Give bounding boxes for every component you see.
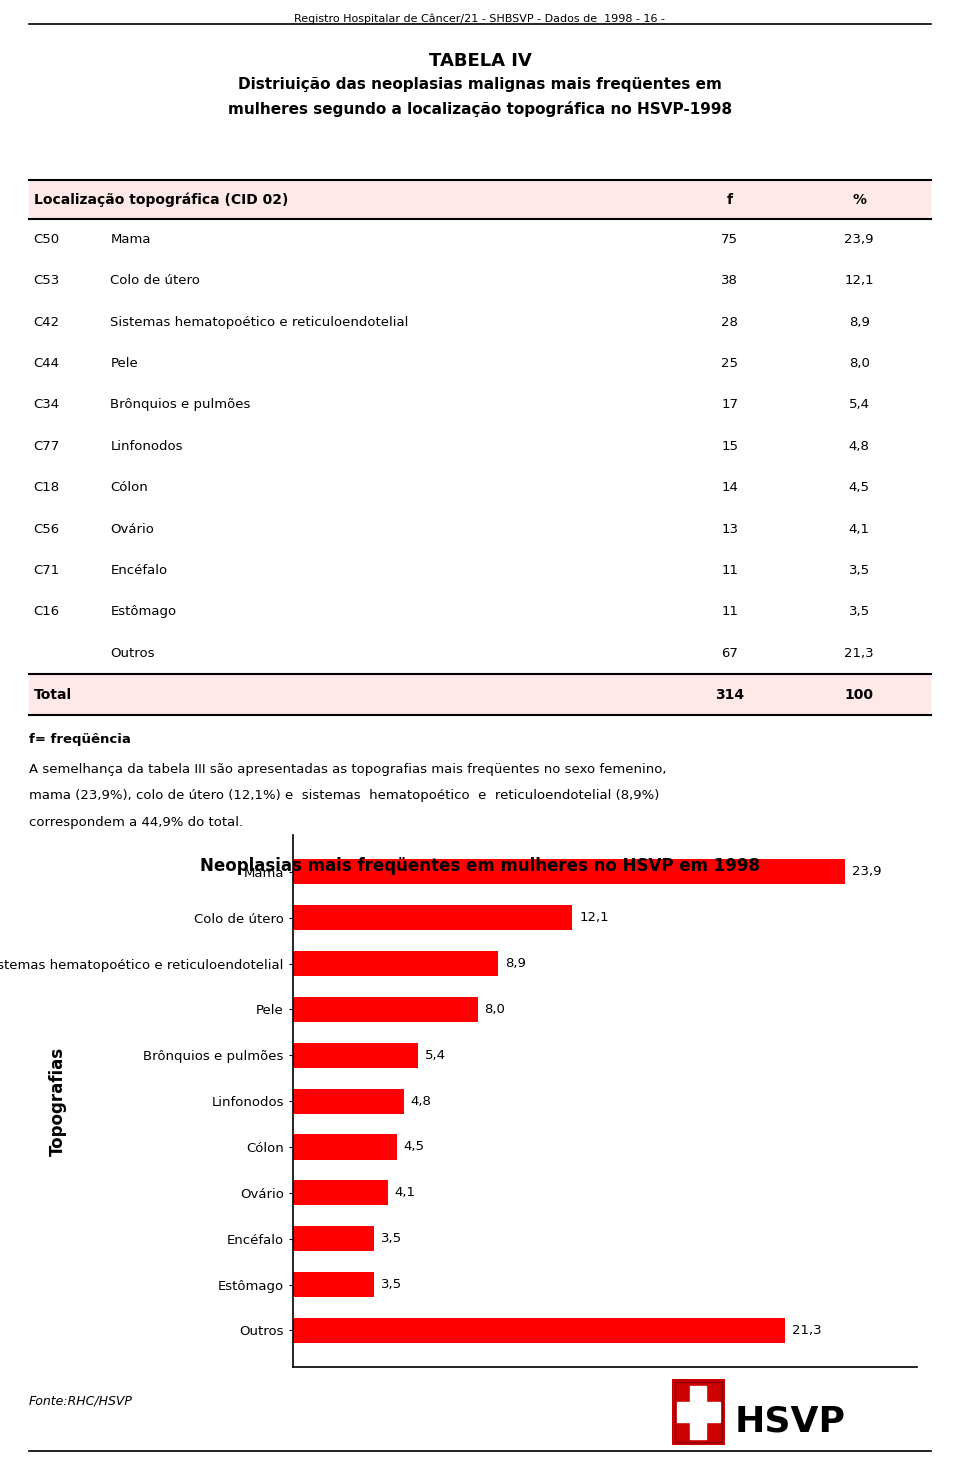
Bar bbox=[293, 1134, 396, 1160]
Text: 8,9: 8,9 bbox=[849, 316, 870, 328]
Text: 25: 25 bbox=[721, 358, 738, 370]
Text: %: % bbox=[852, 192, 866, 207]
Bar bbox=[293, 905, 572, 930]
Text: 21,3: 21,3 bbox=[792, 1324, 822, 1338]
Text: 67: 67 bbox=[721, 647, 738, 659]
Text: TABELA IV: TABELA IV bbox=[428, 52, 532, 69]
Text: 3,5: 3,5 bbox=[380, 1278, 401, 1290]
Text: 15: 15 bbox=[721, 440, 738, 452]
FancyBboxPatch shape bbox=[672, 1379, 725, 1445]
Text: HSVP: HSVP bbox=[734, 1404, 846, 1440]
Text: Encéfalo: Encéfalo bbox=[110, 565, 168, 576]
Text: f= freqüência: f= freqüência bbox=[29, 733, 131, 746]
Bar bbox=[293, 1227, 373, 1252]
Text: 8,0: 8,0 bbox=[849, 358, 870, 370]
Text: Colo de útero: Colo de útero bbox=[110, 275, 201, 287]
Text: 314: 314 bbox=[715, 687, 744, 702]
Bar bbox=[293, 950, 498, 975]
Text: 8,0: 8,0 bbox=[485, 1004, 506, 1015]
Text: Linfonodos: Linfonodos bbox=[110, 440, 183, 452]
Text: 3,5: 3,5 bbox=[380, 1233, 401, 1244]
Text: mulheres segundo a localização topográfica no HSVP-1998: mulheres segundo a localização topográfi… bbox=[228, 101, 732, 117]
Text: 3,5: 3,5 bbox=[849, 606, 870, 618]
Text: C34: C34 bbox=[34, 399, 60, 411]
Text: Fonte:RHC/HSVP: Fonte:RHC/HSVP bbox=[29, 1394, 132, 1407]
Text: C77: C77 bbox=[34, 440, 60, 452]
Text: 14: 14 bbox=[721, 482, 738, 494]
Bar bbox=[690, 1386, 707, 1440]
Text: Ovário: Ovário bbox=[110, 523, 155, 535]
Text: C42: C42 bbox=[34, 316, 60, 328]
Text: 12,1: 12,1 bbox=[845, 275, 874, 287]
Text: 75: 75 bbox=[721, 234, 738, 245]
Text: C71: C71 bbox=[34, 565, 60, 576]
Bar bbox=[293, 1181, 388, 1206]
Bar bbox=[293, 1273, 373, 1298]
Text: 38: 38 bbox=[721, 275, 738, 287]
Text: 3,5: 3,5 bbox=[849, 565, 870, 576]
Text: 21,3: 21,3 bbox=[845, 647, 874, 659]
Text: 4,8: 4,8 bbox=[849, 440, 870, 452]
Text: 28: 28 bbox=[721, 316, 738, 328]
Text: Outros: Outros bbox=[110, 647, 155, 659]
Text: C18: C18 bbox=[34, 482, 60, 494]
Bar bbox=[293, 1042, 418, 1069]
Text: Estômago: Estômago bbox=[110, 606, 177, 618]
Text: f: f bbox=[727, 192, 732, 207]
Text: Mama: Mama bbox=[110, 234, 151, 245]
Text: Pele: Pele bbox=[110, 358, 138, 370]
Text: 4,8: 4,8 bbox=[411, 1095, 432, 1107]
Text: 13: 13 bbox=[721, 523, 738, 535]
Text: 100: 100 bbox=[845, 687, 874, 702]
Bar bbox=[293, 996, 478, 1021]
Bar bbox=[678, 1403, 720, 1422]
Text: 17: 17 bbox=[721, 399, 738, 411]
Text: C44: C44 bbox=[34, 358, 60, 370]
Text: Cólon: Cólon bbox=[110, 482, 148, 494]
Text: C53: C53 bbox=[34, 275, 60, 287]
Text: Distriuição das neoplasias malignas mais freqüentes em: Distriuição das neoplasias malignas mais… bbox=[238, 77, 722, 92]
Text: 4,1: 4,1 bbox=[849, 523, 870, 535]
Text: C50: C50 bbox=[34, 234, 60, 245]
Text: Registro Hospitalar de Câncer/21 - SHBSVP - Dados de  1998 - 16 -: Registro Hospitalar de Câncer/21 - SHBSV… bbox=[295, 13, 665, 24]
Text: 4,5: 4,5 bbox=[849, 482, 870, 494]
Text: Topografias: Topografias bbox=[49, 1046, 66, 1156]
Bar bbox=[293, 859, 845, 884]
Text: C16: C16 bbox=[34, 606, 60, 618]
Bar bbox=[293, 1318, 785, 1344]
Text: 4,1: 4,1 bbox=[395, 1187, 416, 1199]
Text: 23,9: 23,9 bbox=[852, 865, 881, 878]
Text: 5,4: 5,4 bbox=[849, 399, 870, 411]
Text: 4,5: 4,5 bbox=[404, 1141, 424, 1153]
Text: Total: Total bbox=[34, 687, 72, 702]
Text: Neoplasias mais freqüentes em mulheres no HSVP em 1998: Neoplasias mais freqüentes em mulheres n… bbox=[200, 857, 760, 875]
Text: 11: 11 bbox=[721, 606, 738, 618]
Text: 12,1: 12,1 bbox=[580, 912, 609, 924]
Text: Brônquios e pulmões: Brônquios e pulmões bbox=[110, 399, 251, 411]
Text: A semelhança da tabela III são apresentadas as topografias mais freqüentes no se: A semelhança da tabela III são apresenta… bbox=[29, 763, 666, 776]
Text: C56: C56 bbox=[34, 523, 60, 535]
Text: Sistemas hematopoético e reticuloendotelial: Sistemas hematopoético e reticuloendotel… bbox=[110, 316, 409, 328]
Text: 5,4: 5,4 bbox=[424, 1049, 445, 1061]
Text: 8,9: 8,9 bbox=[505, 958, 526, 970]
Text: 23,9: 23,9 bbox=[845, 234, 874, 245]
Bar bbox=[293, 1088, 404, 1114]
Text: mama (23,9%), colo de útero (12,1%) e  sistemas  hematopoético  e  reticuloendot: mama (23,9%), colo de útero (12,1%) e si… bbox=[29, 789, 660, 803]
Text: correspondem a 44,9% do total.: correspondem a 44,9% do total. bbox=[29, 816, 243, 829]
Text: Localização topográfica (CID 02): Localização topográfica (CID 02) bbox=[34, 192, 288, 207]
Text: 11: 11 bbox=[721, 565, 738, 576]
